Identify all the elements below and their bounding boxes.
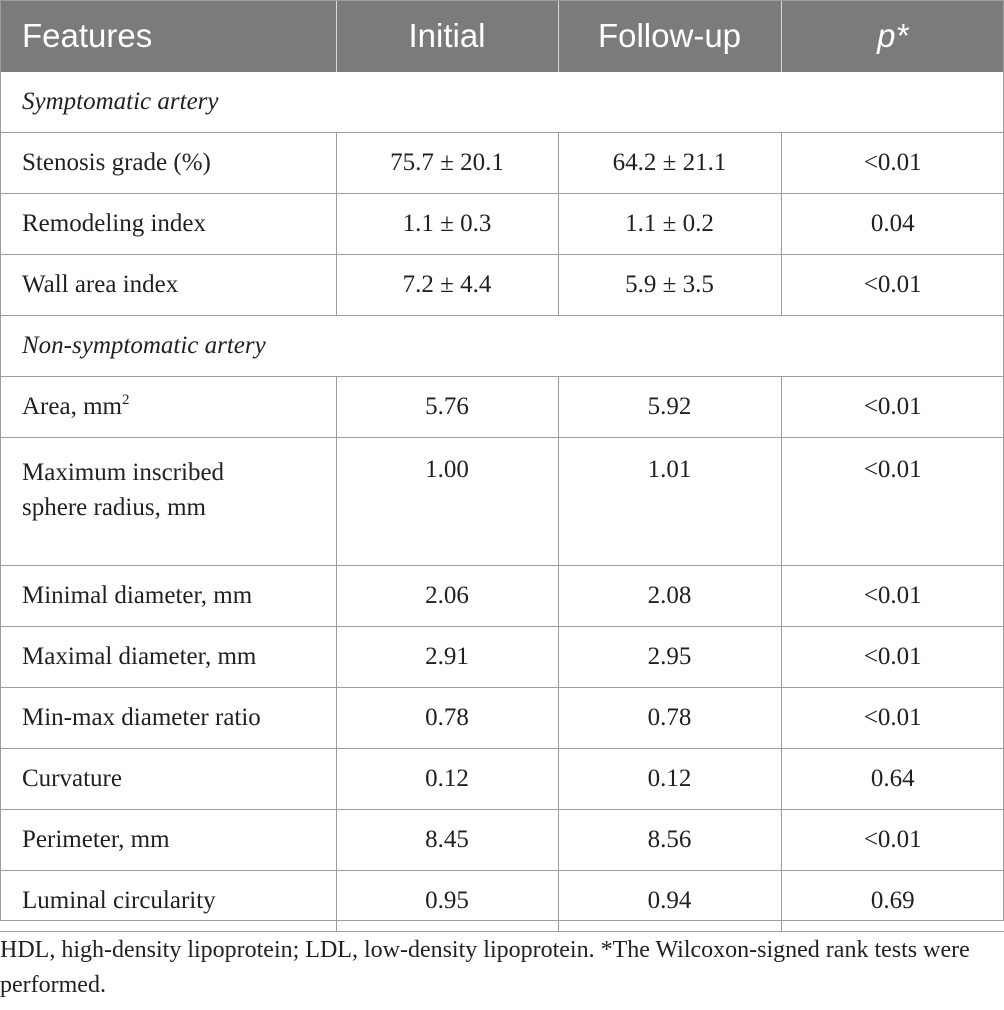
table-row: Curvature 0.12 0.12 0.64 [0,748,1004,810]
section-row-non-symptomatic: Non-symptomatic artery [0,315,1004,377]
table-header: Features Initial Follow-up p* [0,0,1004,72]
row-p-value: <0.01 [781,376,1004,438]
row-initial: 5.76 [336,376,559,438]
table-row: Maximum inscribed sphere radius, mm 1.00 … [0,437,1004,566]
row-p-value: 0.04 [781,193,1004,255]
row-followup: 5.9 ± 3.5 [558,254,782,316]
row-followup: 8.56 [558,809,782,871]
row-initial: 7.2 ± 4.4 [336,254,559,316]
table-row: Area, mm2 5.76 5.92 <0.01 [0,376,1004,438]
row-feature: Luminal circularity [0,870,337,932]
section-title: Symptomatic artery [0,72,1004,133]
row-initial: 2.06 [336,565,559,627]
row-feature-text: Area, mm [22,393,122,420]
row-feature: Area, mm2 [0,376,337,438]
row-feature: Remodeling index [0,193,337,255]
row-followup: 0.94 [558,870,782,932]
table-row: Maximal diameter, mm 2.91 2.95 <0.01 [0,626,1004,688]
row-feature: Wall area index [0,254,337,316]
row-feature: Maximal diameter, mm [0,626,337,688]
row-initial: 8.45 [336,809,559,871]
header-followup: Follow-up [558,0,782,72]
row-followup: 1.1 ± 0.2 [558,193,782,255]
row-feature: Curvature [0,748,337,810]
row-feature-line2: sphere radius, mm [22,494,206,521]
row-p-value: <0.01 [781,254,1004,316]
row-p-value: <0.01 [781,687,1004,749]
row-initial: 0.78 [336,687,559,749]
row-feature: Min-max diameter ratio [0,687,337,749]
table-row: Remodeling index 1.1 ± 0.3 1.1 ± 0.2 0.0… [0,193,1004,255]
table-row: Wall area index 7.2 ± 4.4 5.9 ± 3.5 <0.0… [0,254,1004,316]
row-initial: 1.00 [336,437,559,566]
row-initial: 75.7 ± 20.1 [336,132,559,194]
row-feature: Maximum inscribed sphere radius, mm [0,437,337,566]
row-followup: 1.01 [558,437,782,566]
row-p-value: 0.69 [781,870,1004,932]
table-footnote: HDL, high-density lipoprotein; LDL, low-… [0,937,970,998]
row-p-value: <0.01 [781,565,1004,627]
table-row: Perimeter, mm 8.45 8.56 <0.01 [0,809,1004,871]
table-row: Min-max diameter ratio 0.78 0.78 <0.01 [0,687,1004,749]
section-row-symptomatic: Symptomatic artery [0,72,1004,133]
row-p-value: 0.64 [781,748,1004,810]
row-feature-line1: Maximum inscribed [22,459,225,486]
row-p-value: <0.01 [781,437,1004,566]
row-initial: 2.91 [336,626,559,688]
table-body: Symptomatic artery Stenosis grade (%) 75… [0,72,1004,932]
row-followup: 5.92 [558,376,782,438]
header-row: Features Initial Follow-up p* [0,0,1004,72]
row-followup: 0.12 [558,748,782,810]
header-features: Features [0,0,337,72]
row-followup: 2.95 [558,626,782,688]
table-row: Stenosis grade (%) 75.7 ± 20.1 64.2 ± 21… [0,132,1004,194]
table-row: Luminal circularity 0.95 0.94 0.69 [0,870,1004,932]
header-initial: Initial [336,0,559,72]
section-title: Non-symptomatic artery [0,315,1004,377]
row-feature: Stenosis grade (%) [0,132,337,194]
row-feature: Perimeter, mm [0,809,337,871]
row-followup: 64.2 ± 21.1 [558,132,782,194]
row-p-value: <0.01 [781,132,1004,194]
row-initial: 0.95 [336,870,559,932]
table-row: Minimal diameter, mm 2.06 2.08 <0.01 [0,565,1004,627]
row-p-value: <0.01 [781,626,1004,688]
row-initial: 0.12 [336,748,559,810]
row-p-value: <0.01 [781,809,1004,871]
superscript: 2 [121,392,130,408]
row-initial: 1.1 ± 0.3 [336,193,559,255]
comparison-table: Features Initial Follow-up p* Symptomati… [0,0,1004,932]
header-p-value: p* [781,0,1004,72]
row-feature: Minimal diameter, mm [0,565,337,627]
row-followup: 2.08 [558,565,782,627]
row-followup: 0.78 [558,687,782,749]
